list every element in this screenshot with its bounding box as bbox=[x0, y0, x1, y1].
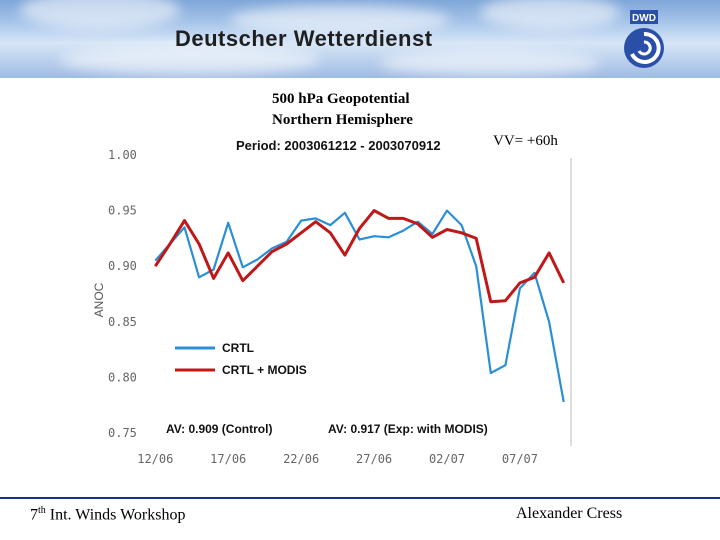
footer-workshop-suffix: th bbox=[38, 505, 46, 516]
footer-workshop-number: 7 bbox=[30, 506, 38, 524]
brand-wordmark: Deutscher Wetterdienst bbox=[175, 26, 433, 51]
header-banner: Deutscher Wetterdienst DWD bbox=[0, 0, 720, 78]
x-tick-label: 27/06 bbox=[356, 452, 392, 466]
legend-label-crtl: CRTL bbox=[222, 341, 254, 355]
x-tick-label: 12/06 bbox=[137, 452, 173, 466]
y-tick-label: 1.00 bbox=[108, 148, 137, 162]
footer-workshop-name: Int. Winds Workshop bbox=[45, 506, 186, 524]
footer-author: Alexander Cress bbox=[516, 505, 623, 522]
series-line-crtl-modis bbox=[154, 209, 566, 304]
legend: CRTL CRTL + MODIS bbox=[175, 341, 307, 377]
y-tick-labels: 1.00 0.95 0.90 0.85 0.80 0.75 bbox=[108, 148, 137, 440]
x-tick-label: 22/06 bbox=[283, 452, 319, 466]
chart-title: Period: 2003061212 - 2003070912 bbox=[236, 138, 441, 153]
anoc-line-chart: Period: 2003061212 - 2003070912 ANOC 1.0… bbox=[92, 138, 572, 466]
y-tick-label: 0.95 bbox=[108, 204, 137, 218]
y-tick-label: 0.90 bbox=[108, 259, 137, 273]
forecast-label: VV= +60h bbox=[493, 133, 558, 149]
x-tick-label: 02/07 bbox=[429, 452, 465, 466]
footer-divider bbox=[0, 497, 720, 499]
y-tick-label: 0.85 bbox=[108, 315, 137, 329]
x-tick-label: 17/06 bbox=[210, 452, 246, 466]
av-modis-annotation: AV: 0.917 (Exp: with MODIS) bbox=[328, 422, 488, 436]
av-control-annotation: AV: 0.909 (Control) bbox=[166, 422, 272, 436]
series-lines bbox=[154, 209, 566, 403]
x-tick-labels: 12/06 17/06 22/06 27/06 02/07 07/07 bbox=[137, 452, 538, 466]
logo-text: DWD bbox=[632, 13, 656, 24]
dwd-logo-icon: DWD bbox=[624, 10, 664, 68]
title-line-1: 500 hPa Geopotential bbox=[272, 91, 410, 107]
x-tick-label: 07/07 bbox=[502, 452, 538, 466]
legend-label-crtl-modis: CRTL + MODIS bbox=[222, 363, 307, 377]
y-axis-label: ANOC bbox=[92, 282, 106, 317]
y-tick-label: 0.80 bbox=[108, 370, 137, 384]
y-tick-label: 0.75 bbox=[108, 426, 137, 440]
footer-workshop: 7th Int. Winds Workshop bbox=[30, 505, 185, 524]
title-line-2: Northern Hemisphere bbox=[272, 112, 413, 128]
series-line-crtl bbox=[154, 209, 565, 403]
